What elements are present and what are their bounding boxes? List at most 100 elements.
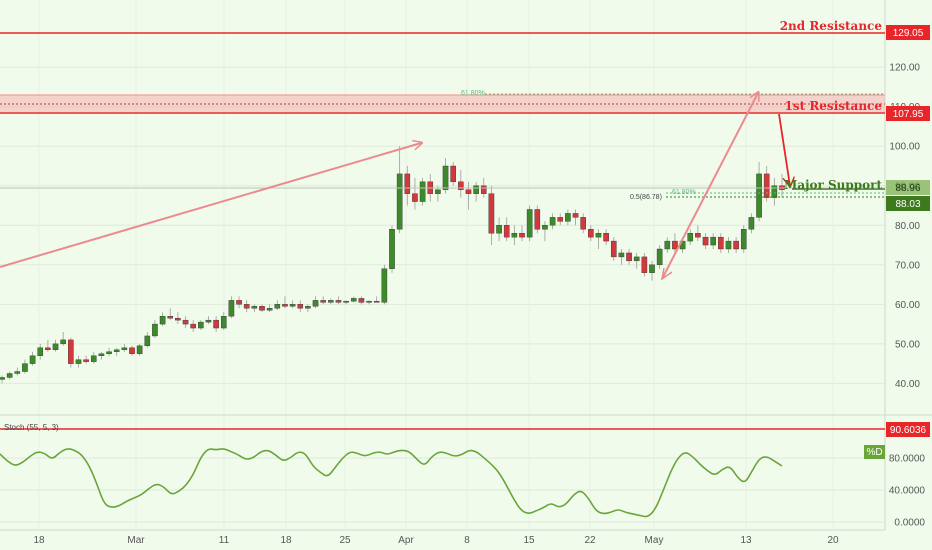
time-tick-label: 18 [280,535,292,546]
candle-body [98,353,105,356]
price-tick-label: 120.00 [889,63,920,74]
candle-body [366,300,372,303]
time-tick-label: 20 [827,535,839,546]
time-axis: 18 Mar 11 18 25 Apr 8 15 22 May 13 20 [33,535,839,546]
badge-first-resistance-text: 107.95 [893,109,924,120]
trend-arrow-long [0,143,421,268]
candle-body [297,304,304,309]
candle-body [152,323,158,337]
time-tick-label: 13 [740,535,752,546]
candle-body [29,355,36,364]
first-resistance-label: 1st Resistance [785,99,883,113]
price-grid [0,0,885,530]
candle-body [190,323,196,329]
badge-major-support [886,180,930,195]
candle-body [6,373,13,378]
price-tick-label: 70.00 [895,260,920,271]
candle-body [381,268,388,303]
candle-body [733,240,739,250]
candle-body [113,349,120,352]
price-tick-label: 60.00 [895,300,920,311]
candle-body [251,306,258,309]
time-tick-label: 18 [33,535,45,546]
resistance-zone [0,95,885,112]
candle-body [633,256,640,262]
candle-body [289,304,296,307]
candle-body [198,321,204,329]
time-tick-label: May [645,535,664,546]
candle-body [496,225,502,234]
candle-body [672,240,678,250]
time-tick-label: Mar [127,535,145,546]
indicator-tick-label: 0.0000 [894,518,925,529]
candle-body [129,347,135,354]
candle-body [656,248,663,266]
candle-body [0,377,5,380]
indicator-tick-label: 80.0000 [889,454,926,465]
candle-body [771,185,778,198]
candle-body [220,315,227,329]
badge-stoch-series [864,445,885,459]
candle-body [37,347,44,356]
candle-body [350,298,357,302]
candle-body [519,232,525,238]
trend-arrow-up-head-low [660,267,673,281]
candle-body [335,300,342,303]
price-tick-label: 40.00 [895,379,920,390]
candle-body [649,264,655,273]
candle-body [710,236,716,246]
candle-body [343,300,349,303]
candle-body [473,185,479,194]
candle-body [588,229,594,238]
badge-stoch-level [886,422,930,437]
fib-label-support: 61.80% [672,189,696,196]
candle-body [503,225,510,238]
second-resistance-label: 2nd Resistance [780,19,883,33]
price-tick-label: 100.00 [889,142,920,153]
candle-body [488,193,495,234]
badge-second-resistance [886,25,930,40]
candle-body [396,173,403,230]
candle-body [312,300,319,307]
price-tick-label: 80.00 [895,221,920,232]
candle-body [526,209,533,238]
candle-body [695,232,701,238]
candle-body [595,232,602,238]
badge-support [886,196,930,211]
trend-arrow-up [661,93,758,280]
candle-body [305,306,311,309]
candle-body [106,351,112,354]
badge-support-text: 88.03 [895,199,920,210]
candle-body [534,209,541,230]
candle-body [175,317,181,321]
candle-body [159,315,166,325]
candle-body [603,232,609,242]
candle-body [442,165,449,190]
candle-body [763,173,770,198]
candle-body [213,319,219,329]
candle-body [136,345,143,354]
candle-body [626,252,632,262]
candle-body [14,371,21,374]
candle-body [167,315,174,319]
fib-label-top: 61.80% [461,90,485,97]
badge-first-resistance [886,106,930,121]
candle-body [580,217,586,230]
candle-body [144,335,151,347]
candle-body [83,359,89,362]
time-tick-label: 11 [219,535,230,546]
candle-body [320,300,326,303]
candle-body [610,240,617,258]
candle-body [725,240,732,250]
drop-arrow [778,113,790,186]
candle-body [60,339,66,345]
candle-body [542,225,548,230]
candle-body [412,193,418,202]
fib-label-half: 0.5(86.78) [630,194,662,201]
candle-body [756,173,762,218]
time-tick-label: Apr [398,535,414,546]
candle-body [450,165,456,183]
candle-body [22,363,28,372]
candle-body [236,300,242,305]
candle-body [480,185,487,194]
